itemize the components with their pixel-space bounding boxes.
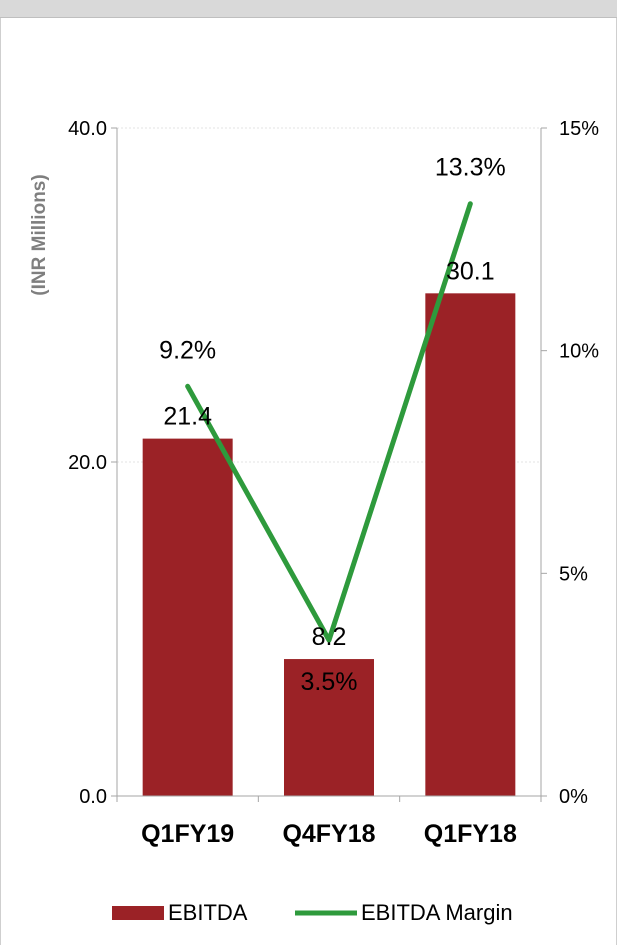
- bar-ebitda: [284, 659, 374, 796]
- data-label-ebitda-margin: 3.5%: [301, 668, 358, 696]
- x-tick-label: Q4FY18: [282, 820, 375, 848]
- line-series: [185, 201, 473, 643]
- y-tick-label-left: 20.0: [68, 452, 107, 474]
- data-label-ebitda-margin: 13.3%: [435, 154, 506, 182]
- x-tick-label: Q1FY19: [141, 820, 234, 848]
- y-axis-title: (INR Millions): [29, 174, 50, 295]
- window-top-bar: [0, 0, 617, 18]
- frame-left-border: [0, 18, 1, 945]
- y-tick-label-right: 5%: [559, 563, 588, 585]
- y-tick-label-right: 15%: [559, 118, 599, 140]
- bar-series: [142, 293, 516, 796]
- legend-swatch-ebitda: [112, 906, 164, 920]
- y-tick-label-right: 10%: [559, 341, 599, 363]
- data-labels: 21.4 8.2 30.1 9.2% 3.5% 13.3%: [159, 154, 506, 696]
- x-tick-label: Q1FY18: [424, 820, 517, 848]
- data-label-ebitda-margin: 9.2%: [159, 336, 216, 364]
- y-tick-label-left: 40.0: [68, 118, 107, 140]
- data-label-ebitda: 8.2: [312, 623, 347, 651]
- legend: EBITDA EBITDA Margin: [112, 900, 513, 925]
- bar-ebitda: [425, 293, 516, 796]
- legend-label-ebitda-margin: EBITDA Margin: [361, 900, 513, 925]
- line-ebitda-margin: [185, 201, 473, 643]
- axes: 0.0 20.0 40.0 0% 5% 10% 15% Q1FY19 Q4FY18 Q1FY18: [68, 118, 599, 848]
- y-tick-label-left: 0.0: [79, 786, 107, 808]
- data-label-ebitda: 30.1: [446, 257, 495, 285]
- data-label-ebitda: 21.4: [163, 403, 212, 431]
- y-tick-label-right: 0%: [559, 786, 588, 808]
- bar-ebitda: [142, 438, 233, 796]
- legend-label-ebitda: EBITDA: [168, 900, 248, 925]
